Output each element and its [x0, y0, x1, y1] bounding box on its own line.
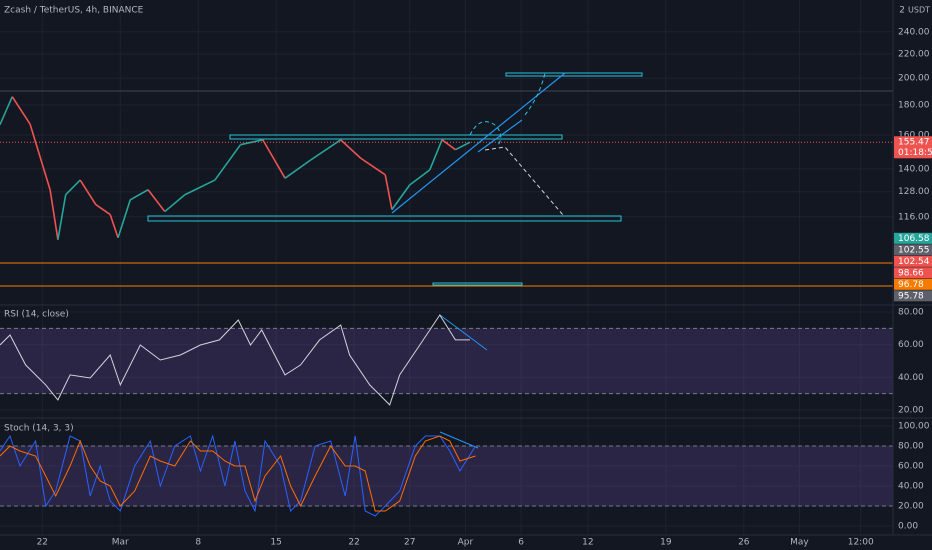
price-segment: [384, 174, 393, 210]
price-segment: [95, 203, 111, 216]
price-badge: [894, 278, 932, 290]
price-segment: [79, 179, 97, 205]
y-tick-label: 80.00: [898, 442, 924, 452]
price-badge-label: 102.54: [898, 257, 930, 267]
price-badge-label: 155.47: [898, 137, 930, 147]
y-tick-label: 140.00: [898, 164, 930, 174]
x-tick-label: 22: [37, 538, 48, 548]
x-tick-label: 19: [660, 538, 672, 548]
drawings: [0, 72, 893, 449]
price-segment: [0, 96, 13, 126]
small-box: [432, 282, 523, 286]
price-segment: [129, 189, 149, 201]
price-badge-label: 96.78: [898, 280, 924, 290]
price-badge: [894, 244, 932, 256]
price-badge: [894, 290, 932, 302]
y-tick-label: 160.00: [898, 130, 930, 140]
y-tick-label: 20.00: [898, 502, 924, 512]
y-tick-label: 40.00: [898, 482, 924, 492]
price-segment: [284, 159, 312, 179]
y-tick-label: 100.00: [898, 422, 930, 432]
price-badge: [894, 136, 932, 159]
price-badge: [894, 267, 932, 279]
price-segment: [429, 139, 443, 171]
price-badge-label: 98.66: [898, 268, 924, 278]
support-box: [147, 215, 622, 222]
y-tick-label: 60.00: [898, 340, 924, 350]
price-segment: [164, 194, 186, 213]
price-segment: [57, 194, 67, 240]
currency: USDT: [908, 6, 930, 15]
x-tick-label: 12:00: [848, 538, 874, 548]
rsi-title: RSI (14, close): [4, 310, 69, 320]
divergence-line: [439, 431, 479, 449]
indicator-line: [0, 314, 470, 406]
x-tick-label: 8: [195, 538, 201, 548]
scale-mark: 2: [899, 6, 905, 16]
mark-layer: [0, 96, 893, 517]
band-layer: [0, 327, 893, 507]
y-tick-label: 40.00: [898, 373, 924, 383]
price-badge-label: 95.78: [898, 291, 924, 301]
y-tick-label: 80.00: [898, 308, 924, 318]
band-fill: [0, 328, 893, 394]
x-tick-label: Mar: [112, 538, 129, 548]
y-tick-label: 240.00: [898, 27, 930, 37]
price-segment: [262, 139, 286, 179]
price-segment: [109, 214, 119, 239]
price-segment: [49, 189, 59, 240]
price-segment: [360, 157, 386, 176]
price-badge: [894, 232, 932, 244]
price-segment: [117, 199, 132, 239]
resistance-box: [229, 134, 563, 140]
price-segment: [441, 139, 456, 151]
x-tick-label: Apr: [458, 538, 474, 548]
stoch-title: Stoch (14, 3, 3): [4, 424, 74, 434]
price-segment: [455, 141, 471, 151]
x-tick-label: 27: [404, 538, 415, 548]
price-segment: [11, 96, 31, 125]
divergence-line: [439, 314, 488, 351]
x-tick-label: 6: [518, 538, 524, 548]
price-segment: [214, 144, 242, 181]
price-badge-label: 106.58: [898, 234, 930, 244]
x-tick-label: 15: [270, 538, 281, 548]
y-tick-label: 200.00: [898, 74, 930, 84]
trend-line: [477, 119, 523, 153]
y-tick-label: 0.00: [898, 522, 918, 532]
price-segment: [340, 139, 362, 159]
price-segment: [65, 179, 81, 196]
y-tick-label: 180.00: [898, 101, 930, 111]
x-tick-label: 12: [582, 538, 593, 548]
price-segment: [29, 123, 51, 190]
price-badge: [894, 255, 932, 267]
indicator-line: [0, 435, 476, 512]
price-segment: [391, 184, 411, 211]
price-segment: [184, 179, 216, 196]
symbol-title: Zcash / TetherUS, 4h, BINANCE: [4, 6, 144, 16]
price-segment: [147, 189, 166, 213]
projection-path: [524, 72, 546, 116]
band-fill: [0, 446, 893, 506]
x-tick-label: May: [790, 538, 809, 548]
x-tick-label: 22: [348, 538, 359, 548]
price-segment: [240, 139, 263, 146]
price-segment: [409, 169, 431, 186]
grid-layer: [0, 0, 893, 535]
target-box: [505, 72, 643, 77]
price-segment: [310, 139, 342, 161]
countdown: 01:18:50: [898, 148, 932, 158]
y-tick-label: 220.00: [898, 49, 930, 59]
indicator-line: [0, 434, 476, 517]
label-layer: 116.00128.00140.00160.00180.00200.00220.…: [37, 27, 932, 548]
price-badge-label: 102.55: [898, 245, 930, 255]
projection-path: [484, 146, 564, 216]
y-tick-label: 116.00: [898, 212, 930, 222]
y-tick-label: 60.00: [898, 462, 924, 472]
y-tick-label: 128.00: [898, 187, 930, 197]
y-tick-label: 20.00: [898, 405, 924, 415]
x-tick-label: 26: [738, 538, 750, 548]
projection-path: [469, 121, 502, 146]
